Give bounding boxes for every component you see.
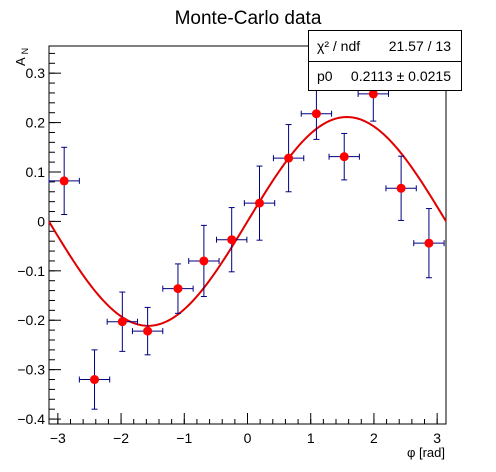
data-point (255, 198, 265, 208)
data-point (59, 176, 69, 186)
plot-frame (48, 45, 447, 425)
y-tick-label: 0.3 (26, 65, 46, 81)
stats-row-chi2: χ² / ndf 21.57 / 13 (309, 31, 461, 62)
p0-label: p0 (317, 68, 333, 84)
y-tick-label: −0.2 (17, 312, 45, 328)
data-point (90, 375, 100, 385)
x-tick-label: 0 (244, 430, 252, 446)
plot-frame-rect (48, 45, 447, 425)
chi2-ndf-value: 21.57 / 13 (388, 38, 451, 54)
x-tick-label: 1 (307, 430, 315, 446)
stats-row-p0: p0 0.2113 ± 0.0215 (309, 61, 461, 91)
y-axis-label-sub: N (20, 48, 30, 55)
error-bar (48, 146, 80, 215)
data-point (424, 238, 434, 248)
data-point (311, 109, 321, 119)
svg-text:A N: A N (13, 48, 30, 66)
y-tick-label: 0.2 (26, 115, 46, 131)
x-tick-label: 2 (370, 430, 378, 446)
axis-ticks (49, 52, 438, 424)
y-axis-label: A N (13, 48, 30, 66)
y-tick-label: −0.3 (17, 362, 45, 378)
tick-labels: −3 −2 −1 0 1 2 3 −0.4 −0.3 −0.2 −0.1 0 0.1 0.2 0.3 (17, 65, 441, 446)
data-point (368, 89, 378, 99)
data-point (199, 256, 209, 266)
data-points (59, 89, 434, 385)
data-point (173, 284, 183, 294)
chi2-ndf-label: χ² / ndf (317, 38, 361, 54)
data-point (284, 153, 294, 163)
y-axis-label-main: A (13, 57, 28, 66)
data-point (227, 235, 237, 245)
y-tick-label: −0.4 (17, 411, 45, 427)
x-tick-label: 3 (433, 430, 441, 446)
data-point (143, 326, 153, 336)
x-tick-label: −3 (50, 430, 66, 446)
p0-value: 0.2113 ± 0.0215 (350, 68, 451, 84)
x-tick-label: −1 (176, 430, 192, 446)
chart-title: Monte-Carlo data (175, 8, 322, 29)
data-point (339, 152, 349, 162)
fit-stats-box: χ² / ndf 21.57 / 13 p0 0.2113 ± 0.0215 (308, 30, 462, 91)
fit-line (48, 115, 447, 327)
y-tick-label: −0.1 (17, 263, 45, 279)
y-tick-label: 0 (37, 213, 45, 229)
error-bars (48, 66, 445, 410)
data-point (117, 317, 127, 327)
data-point (396, 183, 406, 193)
x-axis-label: φ [rad] (407, 445, 445, 460)
fit-curve (48, 115, 447, 327)
x-tick-label: −2 (113, 430, 129, 446)
y-tick-label: 0.1 (26, 164, 46, 180)
